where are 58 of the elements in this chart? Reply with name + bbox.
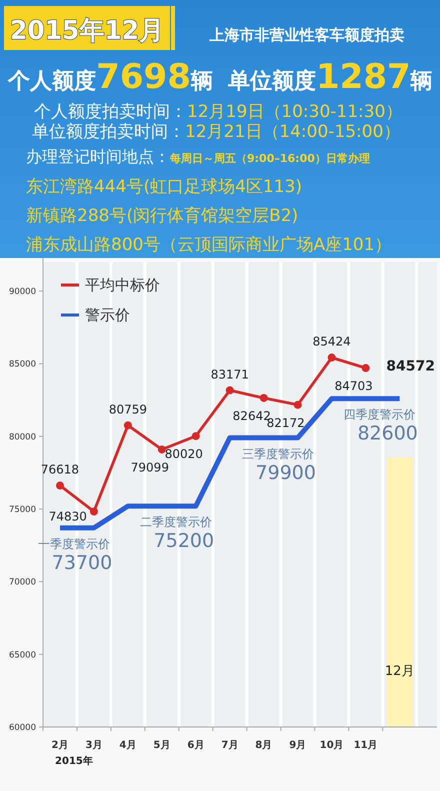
point xyxy=(362,364,370,372)
x-tick-label: 2月 xyxy=(52,740,68,751)
data-label: 80759 xyxy=(108,402,148,416)
data-label: 79099 xyxy=(130,460,169,474)
text: 个人额度7698辆 xyxy=(7,57,213,97)
x-tick-label: 9月 xyxy=(289,740,306,751)
point xyxy=(226,386,234,394)
y-tick-label: 80000 xyxy=(8,432,36,442)
y-tick-label: 70000 xyxy=(8,578,36,588)
point xyxy=(294,400,302,409)
point xyxy=(158,445,166,454)
x-tick-label: 11月 xyxy=(354,740,378,751)
annotation: 三季度警示价 xyxy=(242,446,314,461)
text: 浦东成山路800号（云顶国际商业广场A座101） xyxy=(26,235,392,255)
point xyxy=(56,482,64,490)
point xyxy=(328,354,336,362)
x-tick-label: 3月 xyxy=(85,740,102,751)
annotation: 一季度警示价 xyxy=(38,536,110,551)
x-tick-label: 10月 xyxy=(320,740,344,751)
annotation: 84572 xyxy=(386,358,435,374)
data-label: 84703 xyxy=(334,379,373,394)
legend-label: 平均中标价 xyxy=(85,276,160,294)
data-label: 74830 xyxy=(48,510,87,524)
data-label: 80020 xyxy=(164,447,203,462)
y-tick-label: 90000 xyxy=(8,287,36,298)
annotation: 75200 xyxy=(154,530,214,552)
data-label: 85424 xyxy=(312,334,351,349)
text: 2015年12月 xyxy=(10,16,171,46)
text: 新镇路288号(闵行体育馆架空层B2) xyxy=(26,206,298,226)
data-label: 76618 xyxy=(40,462,80,477)
text: 单位额度1287辆 xyxy=(227,57,433,97)
point xyxy=(192,432,200,440)
annotation: 四季度警示价 xyxy=(344,408,416,422)
y-tick-label: 60000 xyxy=(8,723,36,733)
text: 东江湾路444号(虹口足球场4区113) xyxy=(26,177,302,197)
x-tick-label: 12月 xyxy=(384,664,414,679)
text: 2015年 xyxy=(55,755,93,767)
x-tick-label: 4月 xyxy=(119,740,136,751)
annotation: 79900 xyxy=(256,462,316,484)
data-label: 83171 xyxy=(210,367,249,382)
text: 上海市非营业性客车额度拍卖 xyxy=(208,26,404,44)
annotation: 82600 xyxy=(357,422,418,445)
x-tick-label: 7月 xyxy=(221,740,238,751)
text: 单位额度拍卖时间：12月21日（14:00-15:00） xyxy=(32,122,400,142)
text: 个人额度拍卖时间：12月19日（10:30-11:30） xyxy=(34,102,402,122)
text: 办理登记时间地点：每周日～周五（9:00–16:00）日常办理 xyxy=(26,147,370,166)
y-tick-label: 75000 xyxy=(8,505,36,516)
x-tick-label: 8月 xyxy=(255,740,272,751)
point xyxy=(124,421,132,430)
y-tick-label: 85000 xyxy=(8,360,36,370)
point xyxy=(90,508,98,516)
legend-label: 警示价 xyxy=(85,306,130,324)
x-tick-label: 5月 xyxy=(153,740,170,751)
annotation: 73700 xyxy=(52,552,112,574)
y-tick-label: 65000 xyxy=(8,650,36,660)
annotation: 二季度警示价 xyxy=(140,515,212,530)
point xyxy=(260,394,268,402)
x-tick-label: 6月 xyxy=(187,740,204,751)
